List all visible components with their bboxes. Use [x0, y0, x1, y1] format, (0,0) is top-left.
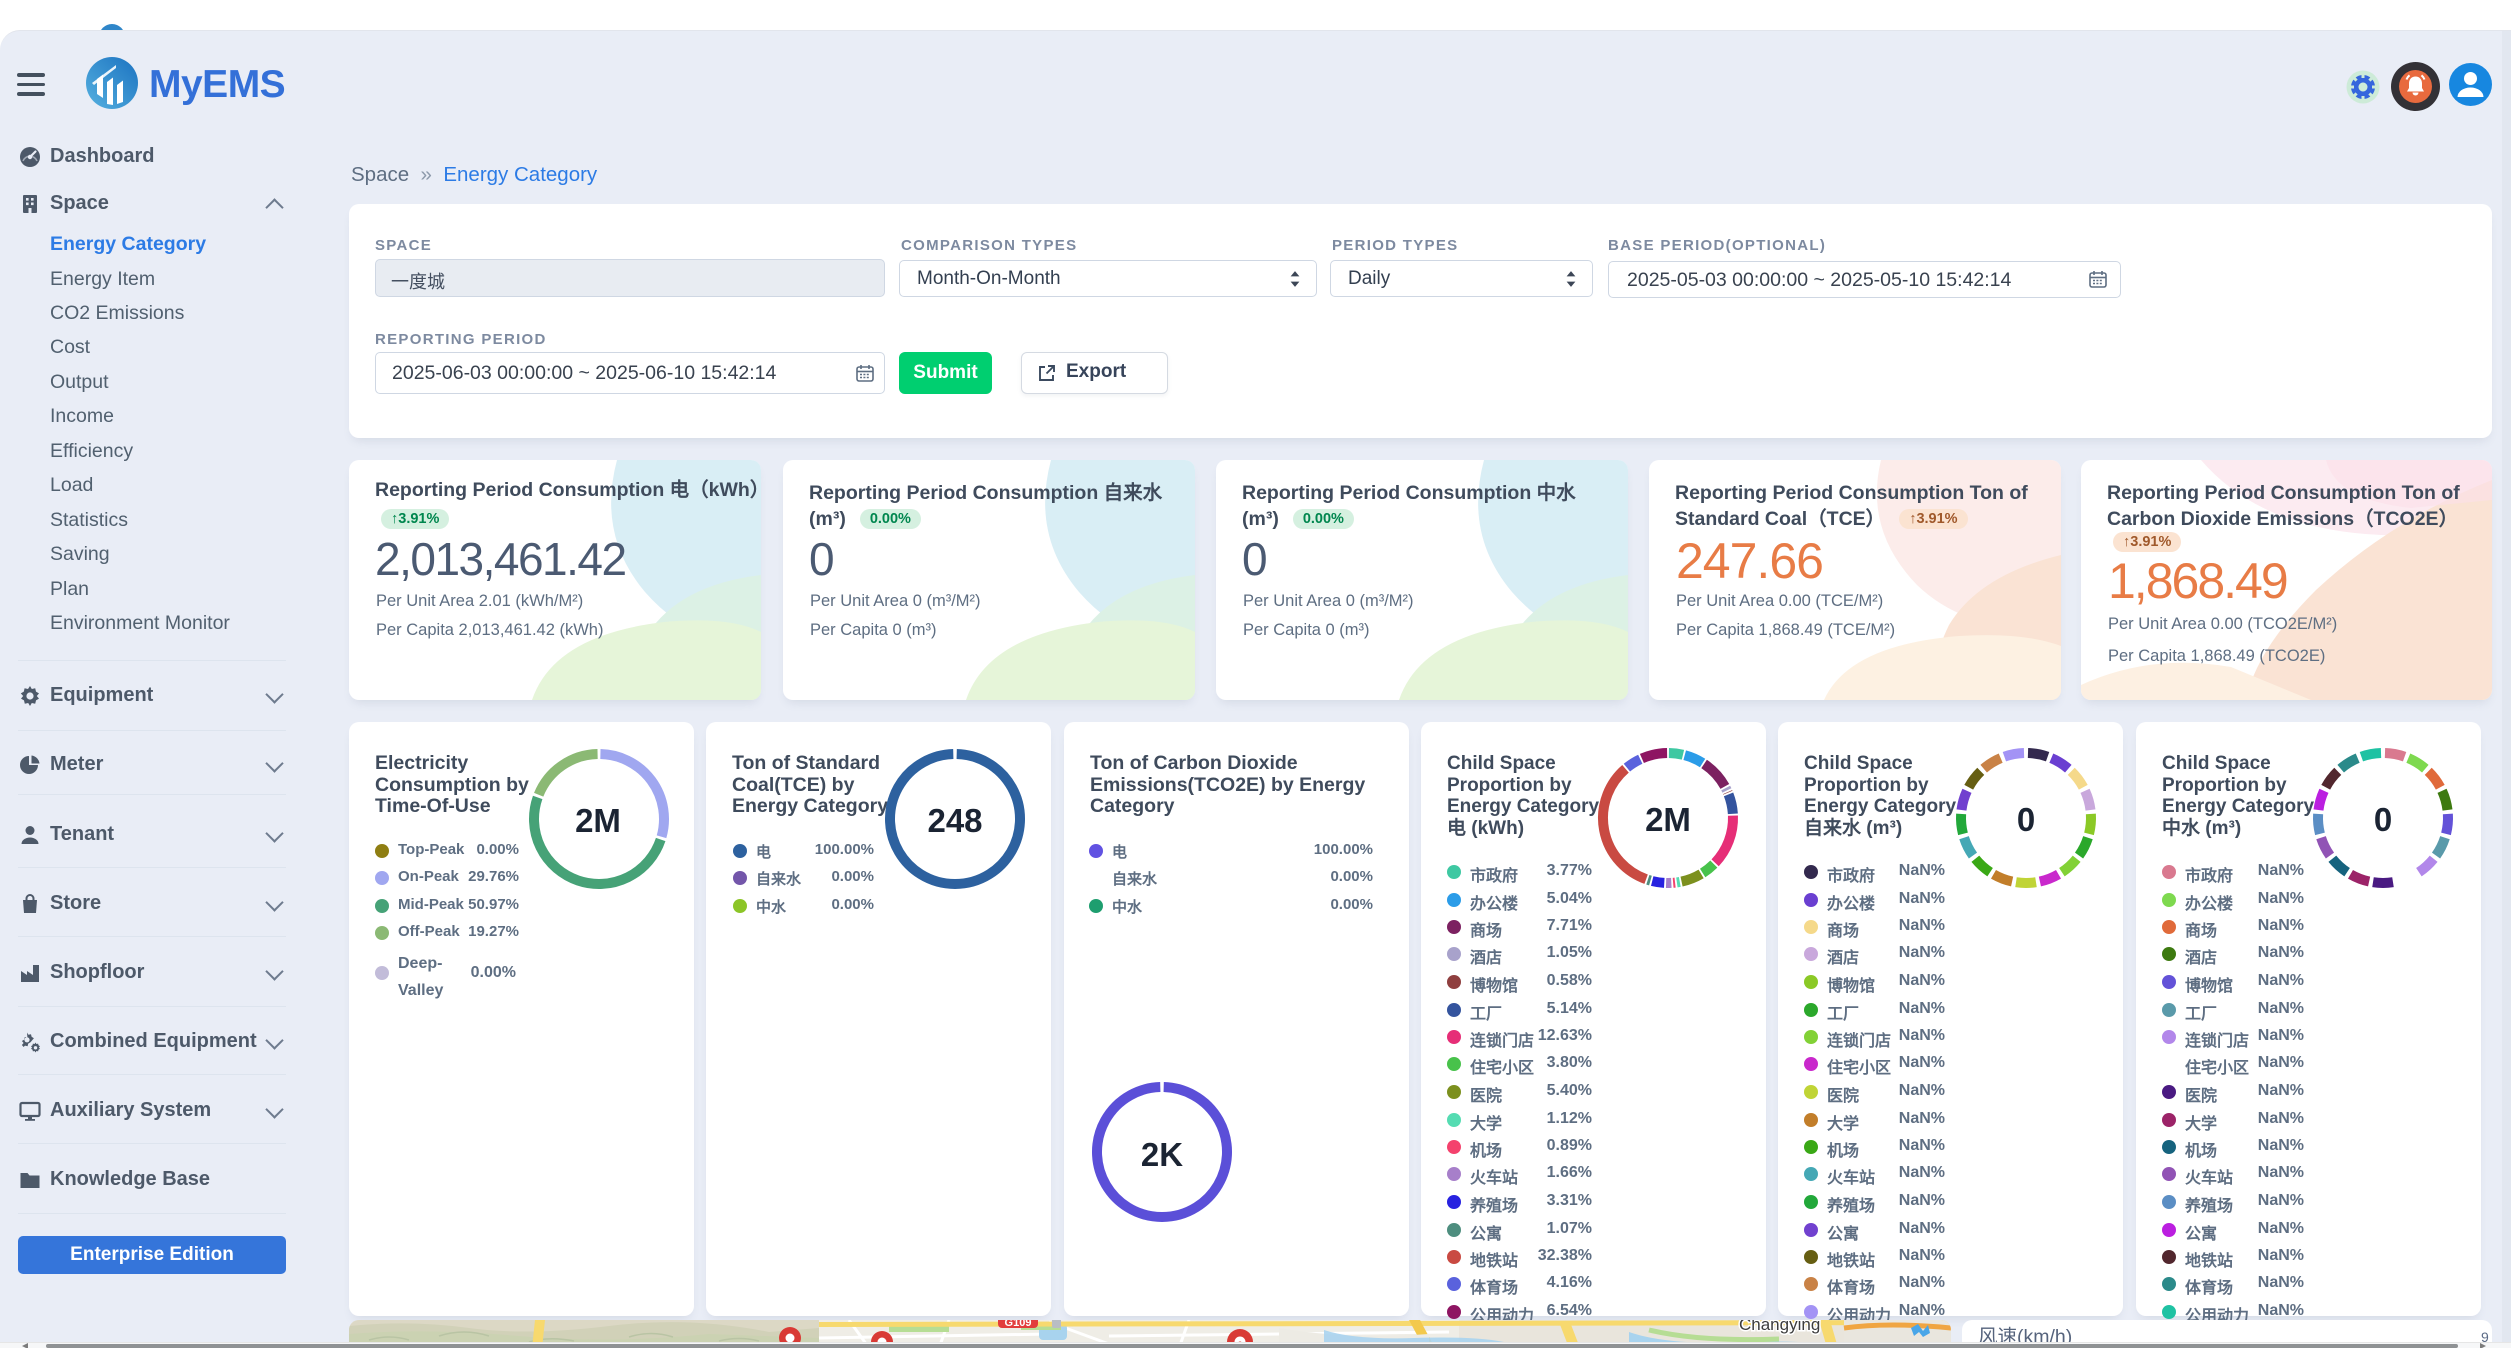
svg-text:G109: G109	[1005, 1320, 1032, 1329]
svg-text:Changying: Changying	[1739, 1320, 1820, 1334]
